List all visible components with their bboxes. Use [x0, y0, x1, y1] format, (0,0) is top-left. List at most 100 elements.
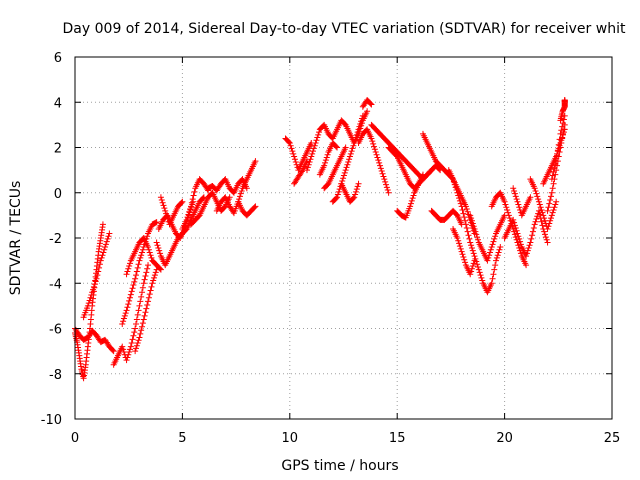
- data-point-plus: [373, 151, 380, 158]
- data-point-plus: [354, 183, 361, 190]
- data-point-plus: [543, 236, 550, 243]
- data-point-plus: [130, 282, 137, 289]
- data-point-plus: [408, 197, 415, 204]
- data-point-plus: [126, 260, 133, 267]
- data-point-plus: [530, 225, 537, 232]
- data-point-plus: [342, 144, 349, 151]
- data-point-plus: [306, 158, 313, 165]
- data-point-plus: [494, 252, 501, 259]
- data-point-plus: [551, 165, 558, 172]
- data-point-plus: [110, 348, 117, 355]
- data-point-plus: [102, 241, 109, 248]
- data-point-plus: [321, 162, 328, 169]
- data-point-plus: [368, 135, 375, 142]
- data-point-plus: [488, 280, 495, 287]
- data-point-plus: [547, 215, 554, 222]
- data-point-plus: [134, 264, 141, 271]
- data-point-plus: [549, 209, 556, 216]
- data-point-plus: [128, 288, 135, 295]
- data-point-plus: [371, 143, 378, 150]
- data-point-plus: [126, 263, 133, 270]
- data-point-plus: [139, 284, 146, 291]
- data-point-plus: [352, 188, 359, 195]
- data-point-plus: [554, 152, 561, 159]
- data-point-plus: [470, 260, 477, 267]
- data-point-plus: [468, 215, 475, 222]
- data-point-plus: [334, 194, 341, 201]
- data-point-plus: [148, 254, 155, 261]
- data-point-plus: [335, 188, 342, 195]
- data-point-plus: [155, 244, 162, 251]
- data-point-plus: [121, 312, 128, 319]
- data-point-plus: [524, 247, 531, 254]
- data-point-plus: [101, 246, 108, 253]
- data-point-plus: [355, 180, 362, 187]
- data-point-plus: [102, 244, 109, 251]
- data-point-plus: [468, 242, 475, 249]
- data-point-plus: [528, 235, 535, 242]
- data-point-plus: [138, 327, 145, 334]
- data-point-plus: [131, 278, 138, 285]
- series-arc-16: [282, 135, 315, 174]
- data-point-plus: [367, 100, 374, 107]
- series-arc-32: [467, 212, 508, 264]
- data-point-plus: [285, 139, 292, 146]
- data-point-plus: [450, 176, 457, 183]
- data-point-plus: [371, 146, 378, 153]
- data-point-plus: [352, 137, 359, 144]
- series-arc-31: [450, 225, 478, 278]
- data-point-plus: [470, 250, 477, 257]
- series-arc-27: [394, 171, 426, 221]
- y-axis-label: SDTVAR / TECUs: [8, 181, 24, 296]
- data-point-plus: [161, 205, 168, 212]
- data-point-plus: [146, 291, 153, 298]
- data-point-plus: [133, 320, 140, 327]
- data-point-plus: [377, 165, 384, 172]
- data-point-plus: [469, 247, 476, 254]
- data-point-plus: [353, 131, 360, 138]
- data-point-plus: [153, 239, 160, 246]
- data-point-plus: [303, 158, 310, 165]
- data-point-plus: [191, 188, 198, 195]
- data-point-plus: [351, 194, 358, 201]
- data-point-plus: [546, 200, 553, 207]
- x-tick-label: 25: [604, 431, 621, 446]
- data-point-plus: [346, 156, 353, 163]
- data-point-plus: [505, 209, 512, 216]
- data-point-plus: [132, 325, 139, 332]
- data-point-plus: [123, 357, 130, 364]
- data-point-plus: [292, 158, 299, 165]
- data-point-plus: [375, 157, 382, 164]
- data-point-plus: [531, 221, 538, 228]
- data-point-plus: [350, 195, 357, 202]
- data-point-plus: [535, 196, 542, 203]
- data-point-plus: [468, 268, 475, 275]
- data-point-plus: [145, 262, 152, 269]
- data-point-plus: [186, 208, 193, 215]
- data-point-plus: [355, 126, 362, 133]
- data-point-plus: [200, 195, 207, 202]
- data-point-plus: [109, 347, 116, 354]
- data-point-plus: [129, 285, 136, 292]
- series-arc-6: [123, 235, 164, 278]
- data-point-plus: [139, 246, 146, 253]
- data-point-plus: [298, 168, 305, 175]
- data-point-plus: [541, 228, 548, 235]
- data-point-plus: [311, 142, 318, 149]
- data-point-plus: [364, 108, 371, 115]
- data-point-plus: [542, 234, 549, 241]
- series-arc-11: [179, 176, 212, 232]
- data-point-plus: [474, 261, 481, 268]
- data-point-plus: [104, 235, 111, 242]
- data-point-plus: [315, 131, 322, 138]
- data-point-plus: [379, 170, 386, 177]
- data-point-plus: [129, 336, 136, 343]
- data-point-plus: [348, 148, 355, 155]
- data-point-plus: [464, 208, 471, 215]
- data-point-plus: [153, 219, 160, 226]
- data-point-plus: [134, 339, 141, 346]
- data-point-plus: [493, 254, 500, 261]
- data-point-plus: [383, 181, 390, 188]
- data-point-plus: [553, 198, 560, 205]
- data-point-plus: [106, 230, 113, 237]
